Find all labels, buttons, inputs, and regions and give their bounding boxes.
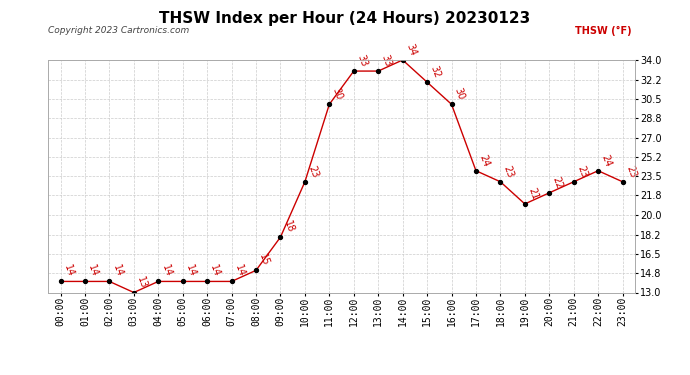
Text: 15: 15: [257, 252, 271, 268]
Text: 30: 30: [331, 87, 344, 102]
Text: 33: 33: [355, 53, 368, 68]
Point: [348, 68, 359, 74]
Text: 23: 23: [306, 164, 320, 179]
Point: [544, 190, 555, 196]
Text: 13: 13: [135, 275, 149, 290]
Text: 34: 34: [404, 42, 417, 57]
Point: [495, 179, 506, 185]
Point: [275, 234, 286, 240]
Point: [422, 79, 433, 85]
Text: 21: 21: [526, 186, 540, 201]
Text: Copyright 2023 Cartronics.com: Copyright 2023 Cartronics.com: [48, 26, 190, 35]
Text: 14: 14: [184, 264, 197, 279]
Point: [152, 278, 164, 284]
Point: [79, 278, 90, 284]
Point: [324, 101, 335, 107]
Point: [55, 278, 66, 284]
Text: 24: 24: [600, 153, 613, 168]
Text: THSW (°F): THSW (°F): [575, 26, 631, 36]
Point: [593, 168, 604, 174]
Text: 14: 14: [62, 264, 75, 279]
Point: [520, 201, 531, 207]
Point: [471, 168, 482, 174]
Point: [373, 68, 384, 74]
Text: 14: 14: [111, 264, 124, 279]
Text: 30: 30: [453, 87, 466, 102]
Text: 32: 32: [428, 64, 442, 80]
Point: [104, 278, 115, 284]
Point: [250, 267, 262, 273]
Text: 23: 23: [624, 164, 638, 179]
Text: 14: 14: [208, 264, 222, 279]
Point: [617, 179, 628, 185]
Point: [397, 57, 408, 63]
Text: 24: 24: [477, 153, 491, 168]
Point: [177, 278, 188, 284]
Point: [446, 101, 457, 107]
Text: 23: 23: [575, 164, 589, 179]
Point: [226, 278, 237, 284]
Point: [201, 278, 213, 284]
Text: 33: 33: [380, 53, 393, 68]
Text: THSW Index per Hour (24 Hours) 20230123: THSW Index per Hour (24 Hours) 20230123: [159, 11, 531, 26]
Point: [568, 179, 579, 185]
Text: 14: 14: [86, 264, 100, 279]
Text: 18: 18: [282, 219, 295, 234]
Text: 14: 14: [159, 264, 173, 279]
Point: [299, 179, 310, 185]
Text: 22: 22: [551, 175, 564, 190]
Text: 14: 14: [233, 264, 246, 279]
Point: [128, 290, 139, 296]
Text: 23: 23: [502, 164, 515, 179]
